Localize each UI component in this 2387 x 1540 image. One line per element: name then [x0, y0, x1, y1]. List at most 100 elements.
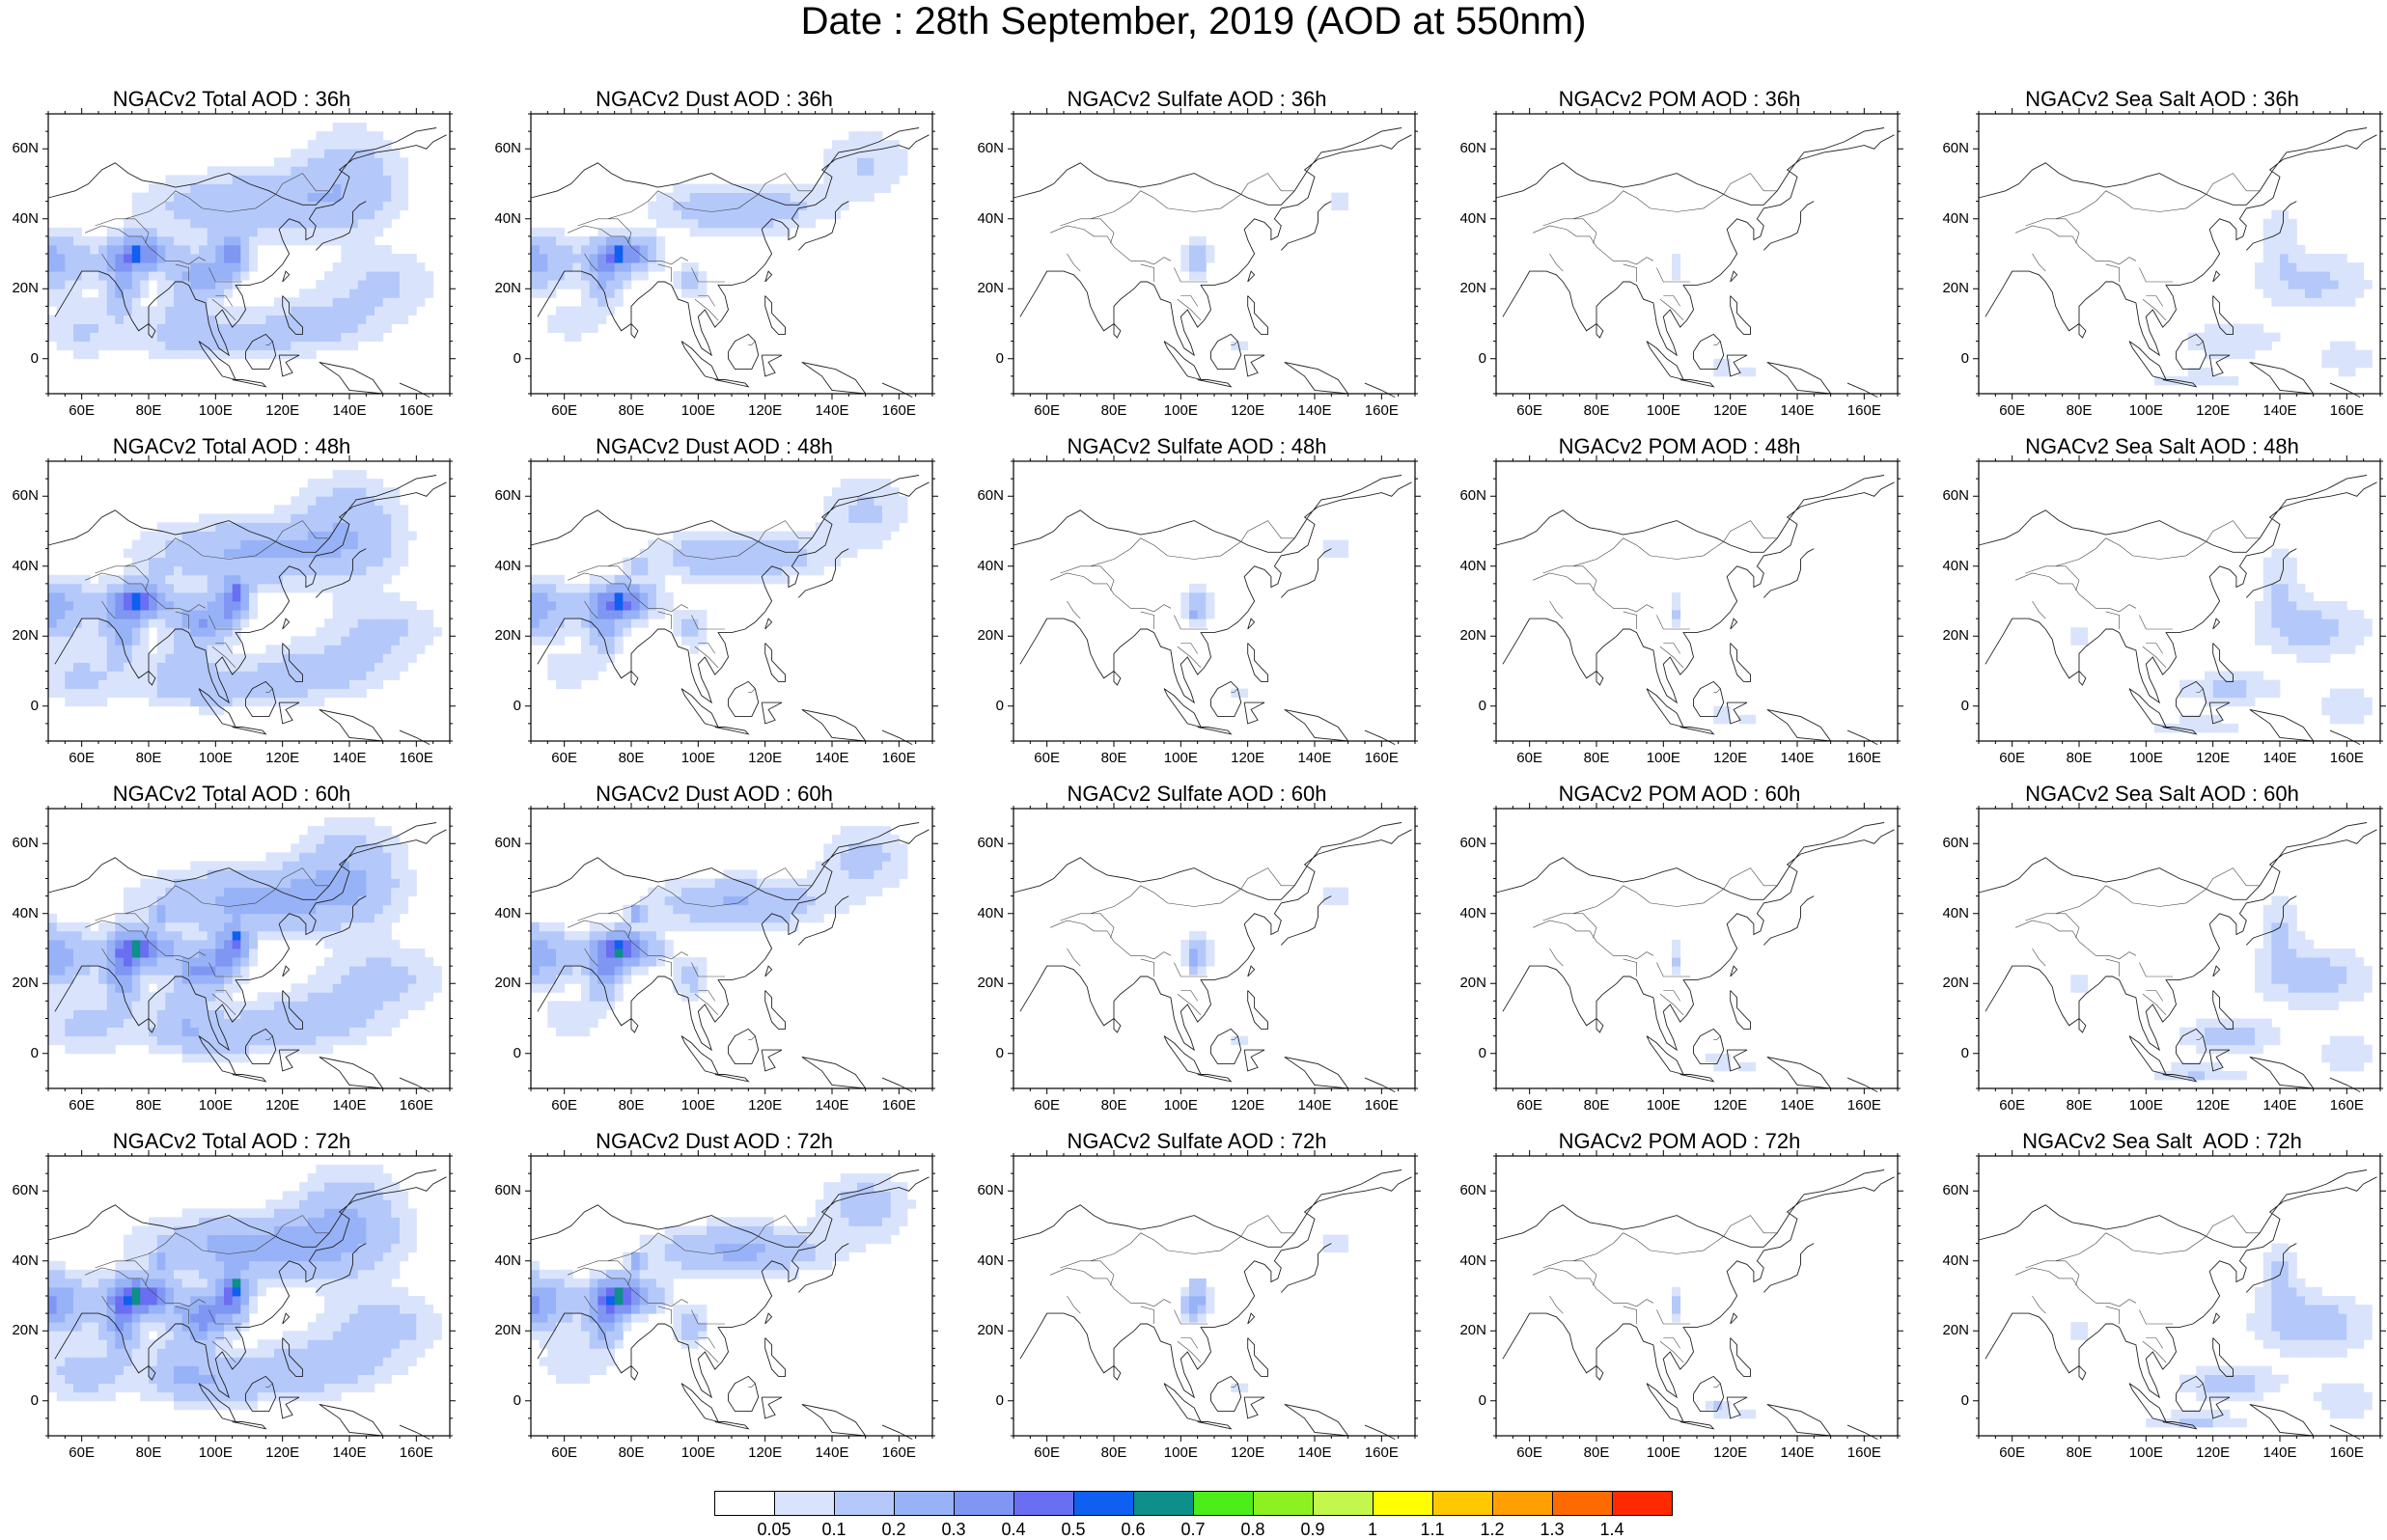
- country-borders: [1049, 1215, 1295, 1388]
- colorbar-label: 1.2: [1480, 1520, 1505, 1539]
- lon-tick-label: 160E: [399, 1097, 433, 1114]
- lon-tick-label: 160E: [1364, 402, 1399, 419]
- axis-ticks: [1490, 803, 1903, 1094]
- colorbar-box: [834, 1491, 895, 1516]
- lat-tick-label: 20N: [977, 975, 1004, 992]
- country-borders: [567, 1215, 813, 1388]
- lat-tick-label: 40N: [494, 209, 521, 227]
- lon-tick-label: 80E: [135, 750, 162, 766]
- lon-tick-label: 120E: [1713, 750, 1748, 766]
- lon-tick-label: 60E: [551, 402, 577, 419]
- aod-field: [531, 479, 908, 690]
- panel-title: NGACv2 Sulfate AOD : 60h: [1067, 782, 1327, 806]
- axis-ticks: [42, 803, 456, 1094]
- axis-ticks: [1973, 455, 2386, 747]
- lat-tick-label: 20N: [494, 280, 521, 297]
- coastlines: [1495, 475, 1895, 745]
- colorbar-box: [1313, 1491, 1374, 1516]
- lat-tick-label: 20N: [1459, 975, 1486, 992]
- lat-tick-label: 40N: [494, 904, 521, 921]
- lat-tick-label: 20N: [494, 1322, 521, 1339]
- coastlines: [1978, 822, 2377, 1092]
- lon-tick-label: 120E: [1231, 1444, 1265, 1461]
- aod-field: [48, 470, 442, 716]
- lon-tick-label: 120E: [265, 1097, 300, 1114]
- lat-tick-label: 0: [995, 349, 1004, 367]
- lat-tick-label: 0: [513, 697, 521, 714]
- lon-tick-label: 80E: [135, 402, 162, 419]
- lon-tick-label: 120E: [1713, 1097, 1748, 1114]
- lon-tick-label: 80E: [1100, 750, 1127, 766]
- lat-tick-label: 60N: [977, 1182, 1004, 1199]
- lon-tick-label: 100E: [1163, 1444, 1198, 1461]
- colorbar-box: [1432, 1491, 1493, 1516]
- lon-tick-label: 140E: [1780, 1444, 1815, 1461]
- coastlines: [1013, 475, 1412, 745]
- lon-tick-label: 60E: [1516, 1444, 1542, 1461]
- map-panel: NGACv2 Dust AOD : 60h 0 20N 40N 60N 60E 80E 100…: [483, 780, 946, 1127]
- lon-tick-label: 140E: [1297, 750, 1332, 766]
- lon-tick-label: 160E: [881, 1444, 916, 1461]
- lat-tick-label: 40N: [494, 1251, 521, 1269]
- lon-tick-label: 100E: [198, 1097, 233, 1114]
- axis-ticks: [1490, 455, 1903, 747]
- colorbar: 0.05 0.1 0.2 0.3 0.4 0.5 0.6 0.7 0.8 0.9 1 1.1 1.2 1.…: [714, 1491, 1673, 1539]
- lon-tick-label: 60E: [1034, 402, 1060, 419]
- lon-tick-label: 140E: [2262, 1097, 2297, 1114]
- lon-tick-label: 140E: [2262, 750, 2297, 766]
- lon-tick-label: 100E: [680, 1444, 715, 1461]
- lon-tick-label: 60E: [1516, 402, 1542, 419]
- axis-ticks: [42, 1150, 456, 1442]
- coastlines: [530, 822, 930, 1092]
- lat-tick-label: 60N: [1942, 835, 1969, 852]
- aod-map: [1008, 455, 1421, 747]
- aod-map: [42, 803, 456, 1094]
- axis-ticks: [525, 455, 938, 747]
- country-borders: [1049, 173, 1295, 345]
- axis-ticks: [1973, 108, 2386, 399]
- lon-tick-label: 160E: [1364, 1097, 1399, 1114]
- axis-ticks: [1490, 1150, 1903, 1442]
- map-panel: NGACv2 POM AOD : 36h 0 20N 40N 60N 60E 80E 100E…: [1448, 85, 1911, 432]
- lon-tick-label: 140E: [815, 1444, 849, 1461]
- axis-ticks: [1973, 1150, 2386, 1442]
- lon-tick-label: 60E: [1516, 1097, 1542, 1114]
- country-borders: [2014, 173, 2261, 345]
- lat-tick-label: 0: [1478, 1044, 1486, 1061]
- map-panel: NGACv2 Sea Salt AOD : 36h 0 20N 40N 60N 60E 80…: [1930, 85, 2387, 432]
- map-frame: [1495, 113, 1899, 395]
- lon-tick-label: 100E: [198, 1444, 233, 1461]
- country-borders: [2014, 867, 2261, 1040]
- lat-tick-label: 0: [1960, 1391, 1969, 1409]
- country-borders: [84, 520, 330, 693]
- map-panel: NGACv2 POM AOD : 48h 0 20N 40N 60N 60E 80E 100E…: [1448, 432, 1911, 780]
- lon-tick-label: 160E: [1846, 750, 1881, 766]
- lon-tick-label: 140E: [1297, 1444, 1332, 1461]
- panel-title: NGACv2 Sulfate AOD : 36h: [1067, 87, 1327, 111]
- colorbar-label: 0.1: [821, 1520, 847, 1539]
- lon-tick-label: 120E: [1713, 402, 1748, 419]
- colorbar-label: 0.7: [1180, 1520, 1206, 1539]
- lon-tick-label: 120E: [2196, 1097, 2231, 1114]
- lon-tick-label: 100E: [2128, 402, 2163, 419]
- lat-tick-label: 20N: [1942, 280, 1969, 297]
- lon-tick-label: 100E: [198, 750, 233, 766]
- lon-tick-label: 140E: [2262, 1444, 2297, 1461]
- panel-title: NGACv2 Dust AOD : 48h: [596, 434, 833, 458]
- lon-tick-label: 120E: [1231, 1097, 1265, 1114]
- country-borders: [1049, 520, 1295, 693]
- lat-tick-label: 60N: [1942, 1182, 1969, 1199]
- axis-ticks: [1973, 803, 2386, 1094]
- lon-tick-label: 80E: [2066, 1444, 2093, 1461]
- coastlines: [47, 1169, 447, 1440]
- aod-map: [1008, 803, 1421, 1094]
- panel-title: NGACv2 Sea Salt AOD : 60h: [2025, 782, 2299, 806]
- aod-field: [531, 826, 908, 1037]
- lat-tick-label: 20N: [12, 627, 39, 645]
- map-panel: NGACv2 Total AOD : 48h 0 20N 40N 60N 60E 80E 10…: [0, 432, 463, 780]
- lon-tick-label: 80E: [1100, 402, 1127, 419]
- lon-tick-label: 80E: [618, 750, 645, 766]
- lat-tick-label: 20N: [12, 1322, 39, 1339]
- lon-tick-label: 160E: [2329, 750, 2364, 766]
- colorbar-label: 0.2: [881, 1520, 906, 1539]
